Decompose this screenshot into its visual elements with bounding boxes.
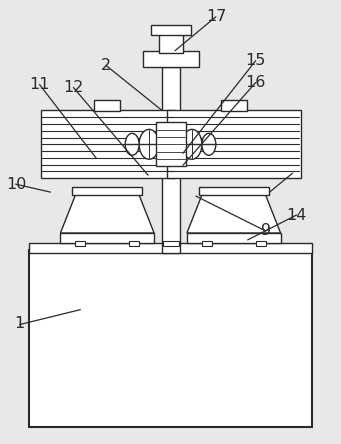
Bar	[94, 100, 120, 111]
Text: 13: 13	[283, 166, 303, 181]
Bar	[143, 51, 199, 67]
Ellipse shape	[202, 133, 216, 155]
Bar	[41, 111, 175, 178]
Bar	[129, 241, 139, 246]
Text: 2: 2	[101, 58, 111, 72]
Bar	[156, 123, 186, 166]
Text: 1: 1	[14, 316, 25, 331]
Bar	[29, 243, 312, 253]
Polygon shape	[187, 195, 281, 233]
Text: 10: 10	[6, 177, 26, 192]
Bar	[174, 131, 182, 158]
Bar	[163, 241, 179, 246]
Bar	[72, 187, 142, 195]
Text: 15: 15	[245, 53, 266, 68]
Bar	[199, 187, 269, 195]
Text: 16: 16	[245, 75, 266, 90]
Polygon shape	[60, 195, 154, 233]
Bar	[60, 233, 154, 243]
Ellipse shape	[139, 129, 159, 159]
Text: 17: 17	[206, 9, 226, 24]
Text: 12: 12	[63, 79, 84, 95]
Bar	[167, 111, 301, 178]
Bar	[256, 241, 266, 246]
Text: 11: 11	[30, 77, 50, 92]
Bar	[29, 250, 312, 427]
Ellipse shape	[125, 133, 139, 155]
Ellipse shape	[182, 129, 202, 159]
Bar	[162, 67, 180, 253]
Bar	[75, 241, 85, 246]
Bar	[159, 33, 183, 53]
Text: 14: 14	[286, 208, 306, 223]
Bar	[151, 25, 191, 35]
Text: 9: 9	[261, 223, 271, 238]
Bar	[221, 100, 247, 111]
Bar	[202, 241, 212, 246]
Bar	[159, 131, 167, 158]
Bar	[187, 233, 281, 243]
